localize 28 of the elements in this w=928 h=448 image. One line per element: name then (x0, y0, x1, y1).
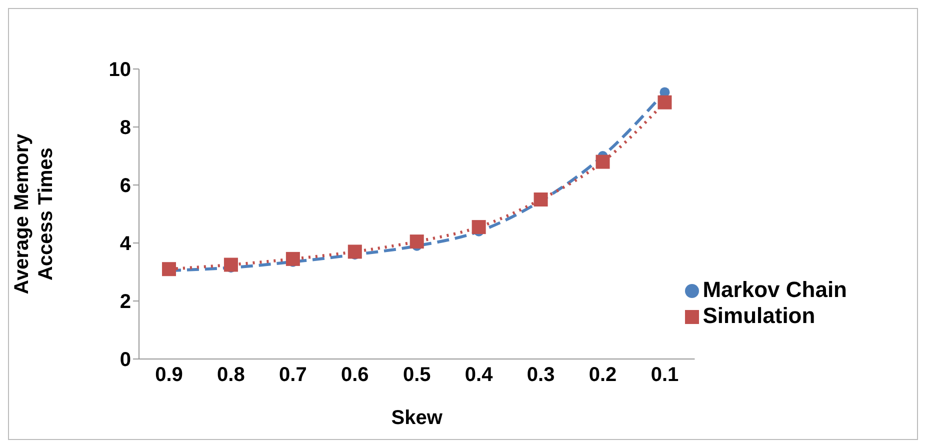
x-tick-label: 0.2 (588, 364, 617, 386)
x-tick-label: 0.1 (650, 364, 679, 386)
x-tick-label: 0.8 (217, 364, 245, 386)
legend-label: Markov Chain (702, 277, 847, 302)
point (596, 154, 610, 169)
point (658, 95, 672, 110)
y-axis-title: Average Memory Access Times (11, 132, 57, 294)
point (224, 258, 238, 272)
x-tick-label: 0.4 (464, 364, 494, 386)
y-tick-label: 2 (120, 291, 131, 314)
y-tick-label: 6 (120, 175, 131, 198)
point (472, 220, 486, 234)
legend-label: Simulation (702, 303, 816, 328)
point (162, 262, 176, 276)
y-tick-label: 10 (108, 59, 131, 82)
x-tick-label: 0.7 (279, 364, 307, 386)
point (348, 244, 362, 259)
y-tick-label: 8 (120, 117, 131, 140)
y-tick-label: 4 (120, 233, 132, 256)
x-axis-title: Skew (391, 407, 443, 429)
x-tick-label: 0.6 (340, 364, 369, 386)
point (534, 192, 548, 206)
x-tick-label: 0.3 (526, 364, 555, 386)
point (286, 252, 300, 266)
point (410, 234, 424, 249)
x-tick-label: 0.5 (402, 364, 431, 386)
x-tick-label: 0.9 (155, 364, 183, 386)
y-tick-label: 0 (120, 349, 131, 372)
